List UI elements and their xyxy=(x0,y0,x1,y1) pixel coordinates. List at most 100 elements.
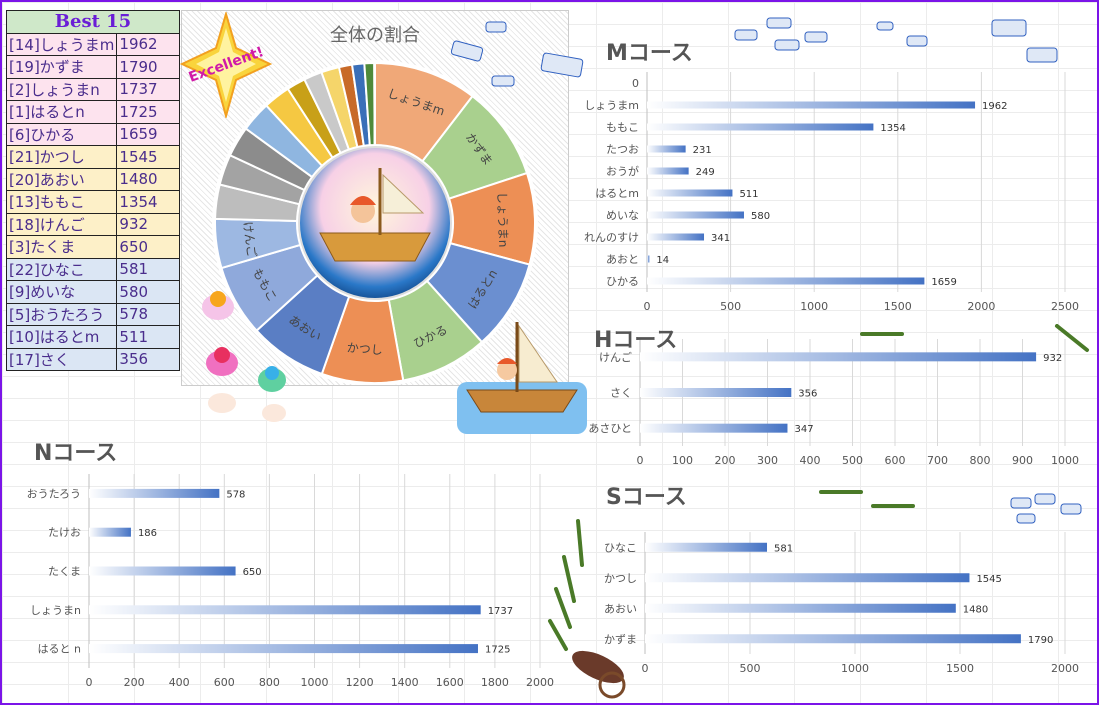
bar-value-label: 14 xyxy=(656,255,669,266)
x-tick-label: 0 xyxy=(642,662,649,675)
bar xyxy=(645,542,768,552)
category-label: はると n xyxy=(38,643,81,656)
best-row-score: 578 xyxy=(116,302,180,326)
pie-center-image xyxy=(298,146,452,300)
bar-value-label: 347 xyxy=(794,424,813,435)
bar-value-label: 1659 xyxy=(931,277,956,288)
best-row-score: 580 xyxy=(116,280,180,304)
bar-value-label: 249 xyxy=(696,167,715,178)
best-row-name: [20]あおい xyxy=(5,167,118,191)
best-row-score: 1480 xyxy=(116,167,180,191)
best-row-name: [19]かずま xyxy=(5,55,118,79)
best-row-score: 1659 xyxy=(116,122,180,146)
bar xyxy=(647,255,650,263)
pie-slice-label: しょうまn xyxy=(495,192,511,248)
best-15-table: Best 15 [14]しょうまm 1962 [19]かずま 1790 [2]しょうまn… xyxy=(5,10,180,371)
x-tick-label: 1400 xyxy=(391,676,419,689)
best-row: [20]あおい 1480 xyxy=(5,167,180,191)
best-row: [6]ひかる 1659 xyxy=(5,122,180,146)
best-row: [19]かずま 1790 xyxy=(5,55,180,79)
n-course-chart: 0 200 400 600 800 1000 1200 1400 1600 1800 2000 おうた… xyxy=(27,474,554,689)
category-label: ひかる xyxy=(606,275,639,288)
x-tick-label: 800 xyxy=(970,454,991,467)
bar-value-label: 1962 xyxy=(982,101,1007,112)
x-tick-label: 0 xyxy=(86,676,93,689)
best-row-name: [22]ひなこ xyxy=(5,257,118,281)
category-label: しょうまn xyxy=(30,604,81,617)
best-row-name: [18]けんご xyxy=(5,212,118,236)
category-label: しょうまm xyxy=(584,99,639,112)
x-tick-label: 2000 xyxy=(526,676,554,689)
bar-value-label: 581 xyxy=(774,543,793,554)
best-row-score: 932 xyxy=(116,212,180,236)
x-tick-label: 1000 xyxy=(301,676,329,689)
pie-chart-area: しょうまm かずま しょうまn はるとn ひかる かつし あおい ももこ けんご 全体の割合 xyxy=(181,10,569,386)
category-label: たくま xyxy=(48,565,81,578)
excellent-star-icon: Excellent! xyxy=(180,12,272,118)
best-row-score: 1545 xyxy=(116,145,180,169)
best-row-score: 1790 xyxy=(116,55,180,79)
bar xyxy=(647,277,925,285)
bar xyxy=(89,644,478,654)
category-label: ひなこ xyxy=(604,541,637,554)
bar-value-label: 1737 xyxy=(488,606,513,617)
best-row: [5]おうたろう 578 xyxy=(5,302,180,326)
category-label: あおい xyxy=(604,602,637,615)
category-label: たけお xyxy=(48,526,81,539)
bar-value-label: 1790 xyxy=(1028,635,1053,646)
bar-value-label: 231 xyxy=(693,145,712,156)
bar xyxy=(640,423,788,433)
n-course-title: Nコース xyxy=(34,441,118,466)
category-label: めいな xyxy=(606,209,639,222)
s-course-chart: 0 500 1000 1500 2000 ひなこ 581 かつし 1545 あおい 1480 かずま 1… xyxy=(604,532,1079,675)
bar xyxy=(647,101,976,109)
best-row-name: [13]ももこ xyxy=(5,190,118,214)
x-tick-label: 0 xyxy=(644,300,651,313)
bar-value-label: 932 xyxy=(1043,353,1062,364)
x-tick-label: 500 xyxy=(740,662,761,675)
x-tick-label: 0 xyxy=(637,454,644,467)
x-tick-label: 1500 xyxy=(884,300,912,313)
category-label: はるとm xyxy=(595,187,639,200)
category-label: おうたろう xyxy=(27,487,81,500)
best-row-score: 1737 xyxy=(116,77,180,101)
bar-value-label: 650 xyxy=(243,567,262,578)
pie-title: 全体の割合 xyxy=(330,25,420,46)
h-course-chart: 0 100 200 300 400 500 600 700 800 900 1000 けんご 932 さく… xyxy=(588,339,1079,467)
best-row-name: [21]かつし xyxy=(5,145,118,169)
bar xyxy=(647,233,705,241)
bar-value-label: 1725 xyxy=(485,645,510,656)
x-tick-label: 500 xyxy=(720,300,741,313)
best-row: [17]さく 356 xyxy=(5,347,180,371)
x-tick-label: 400 xyxy=(800,454,821,467)
bar xyxy=(645,603,956,613)
best-row-score: 581 xyxy=(116,257,180,281)
best-row: [10]はるとm 511 xyxy=(5,325,180,349)
ship-icon xyxy=(457,322,587,434)
m-course-title: Mコース xyxy=(606,41,693,66)
bar xyxy=(647,167,689,175)
category-label: れんのすけ xyxy=(584,231,639,244)
x-tick-label: 700 xyxy=(927,454,948,467)
x-tick-label: 600 xyxy=(214,676,235,689)
category-label: さく xyxy=(610,387,632,400)
bar xyxy=(89,488,220,498)
x-tick-label: 600 xyxy=(885,454,906,467)
category-label: ももこ xyxy=(606,121,639,134)
category-label: あおと xyxy=(606,253,639,266)
x-tick-label: 400 xyxy=(169,676,190,689)
note-rockets-small-icon xyxy=(1010,493,1082,524)
best-row-score: 511 xyxy=(116,325,180,349)
x-tick-label: 1800 xyxy=(481,676,509,689)
x-tick-label: 2000 xyxy=(967,300,995,313)
x-tick-label: 100 xyxy=(672,454,693,467)
best-row-score: 356 xyxy=(116,347,180,371)
x-tick-label: 1500 xyxy=(946,662,974,675)
s-course-title: Sコース xyxy=(606,485,687,510)
best-row-name: [2]しょうまn xyxy=(5,77,118,101)
x-tick-label: 1000 xyxy=(841,662,869,675)
x-tick-label: 2000 xyxy=(1051,662,1079,675)
bar-value-label: 578 xyxy=(226,489,245,500)
